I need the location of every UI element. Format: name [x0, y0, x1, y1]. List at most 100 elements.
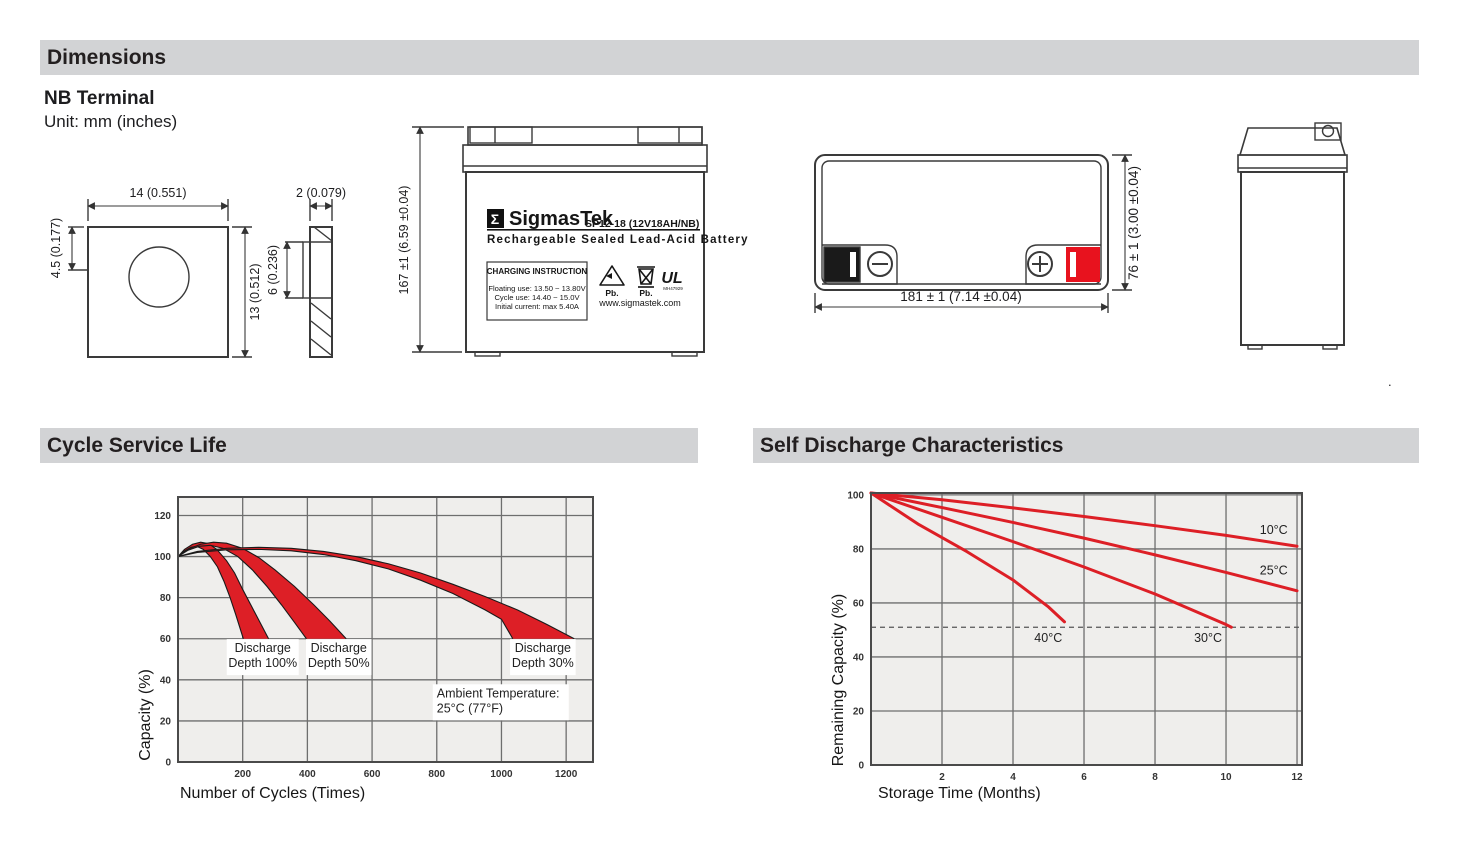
minus-symbol-icon: [867, 251, 893, 277]
line-label: 30°C: [1194, 631, 1222, 645]
x-tick-label: 400: [299, 769, 316, 780]
pb-recycle-label: Pb.: [605, 288, 618, 298]
y-tick-label: 100: [154, 552, 171, 563]
x-tick-label: 10: [1220, 772, 1232, 783]
annotation-text: Discharge: [311, 641, 367, 655]
dimension-drawings: Σ SigmasTek SP12-18 (12V18AH/NB) Recharg…: [49, 122, 1348, 358]
y-tick-label: 0: [165, 758, 171, 769]
charging-line-2: Cycle use: 14.40 ~ 15.0V: [494, 293, 580, 302]
x-tick-label: 800: [428, 769, 445, 780]
x-axis-title: Storage Time (Months): [878, 785, 1041, 802]
dim-top-width: 181 ± 1 (7.14 ±0.04): [900, 289, 1021, 304]
line-label: 10°C: [1260, 523, 1288, 537]
plot-border: [870, 492, 1303, 766]
battery-side-view: [1237, 122, 1348, 350]
terminal-side-view: [283, 199, 333, 358]
y-tick-label: 60: [853, 598, 865, 609]
dim-terminal-height: 13 (0.512): [248, 264, 262, 321]
annotation-text: Depth 100%: [228, 656, 297, 670]
y-axis-title: Capacity (%): [137, 669, 154, 761]
band-lower-edge: [177, 544, 307, 640]
self-discharge-chart: 0 20 40 60 80 100 2 4 6 8 10 12 10°C 25°C 40°C 30°C Stor…: [830, 490, 1303, 802]
annotation-text: 25°C (77°F): [437, 701, 503, 715]
stray-dot: .: [1388, 374, 1392, 389]
x-tick-label: 600: [364, 769, 381, 780]
annotation-text: Ambient Temperature:: [437, 686, 560, 700]
self-discharge-section-header: Self Discharge Characteristics: [753, 428, 1419, 463]
band-discharge-depth-50-: [178, 542, 347, 639]
series-30-c: [869, 491, 1233, 629]
annotation-text: Depth 30%: [512, 656, 574, 670]
pb-bin-label: Pb.: [639, 288, 652, 298]
terminal-hole: [128, 246, 190, 308]
dim-front-height: 167 ±1 (6.59 ±0.04): [397, 186, 411, 295]
annotation-bg: [510, 639, 576, 676]
y-tick-label: 120: [154, 511, 171, 522]
annotation-bg: [432, 684, 569, 721]
x-axis-title: Number of Cycles (Times): [180, 785, 365, 802]
dimension-labels: 14 (0.551) 13 (0.512) 4.5 (0.177) 2 (0.0…: [49, 166, 1141, 320]
y-tick-label: 0: [858, 761, 864, 772]
series-40-c: [869, 491, 1066, 624]
y-tick-label: 80: [160, 593, 172, 604]
y-tick-label: 20: [160, 716, 172, 727]
unit-note: Unit: mm (inches): [44, 112, 178, 131]
annotation-bg: [305, 639, 372, 676]
charging-title: CHARGING INSTRUCTION: [487, 267, 588, 276]
model-text: SP12-18 (12V18AH/NB): [585, 218, 699, 230]
battery-front-view: [412, 126, 708, 357]
line-label: 40°C: [1034, 631, 1062, 645]
x-tick-label: 8: [1152, 772, 1158, 783]
terminal-front-view: [68, 199, 252, 358]
band-upper-edge: [177, 541, 270, 639]
pb-recycle-icon: [599, 265, 625, 286]
y-tick-label: 20: [853, 706, 865, 717]
series-25-c: [869, 491, 1299, 593]
sigma-logo-icon: Σ: [491, 211, 499, 227]
band-discharge-depth-100-: [178, 542, 269, 639]
cycle-section-header: Cycle Service Life: [40, 428, 698, 463]
annotation-text: Depth 50%: [308, 656, 370, 670]
brand-text: SigmasTek: [509, 208, 614, 230]
dimensions-section-header: Dimensions: [40, 40, 1419, 75]
dim-terminal-thickness: 2 (0.079): [296, 186, 346, 200]
charging-line-3: Initial current: max 5.40A: [495, 302, 580, 311]
website-text: www.sigmastek.com: [598, 298, 681, 308]
y-tick-label: 40: [853, 652, 865, 663]
annotation-text: Discharge: [515, 641, 571, 655]
y-tick-label: 40: [160, 675, 172, 686]
dim-hole-offset: 4.5 (0.177): [49, 218, 63, 278]
self-discharge-title: Self Discharge Characteristics: [760, 434, 1064, 457]
dim-top-depth: 76 ± 1 (3.00 ±0.04): [1126, 166, 1141, 280]
ul-code: MH47929: [663, 286, 683, 291]
dimensions-title: Dimensions: [47, 46, 167, 69]
dim-terminal-width: 14 (0.551): [130, 186, 187, 200]
x-tick-label: 200: [234, 769, 251, 780]
y-tick-label: 80: [853, 544, 865, 555]
cycle-title: Cycle Service Life: [47, 434, 227, 457]
pb-bin-icon: [637, 266, 655, 288]
plot-border: [177, 496, 594, 763]
nb-terminal-subtitle: NB Terminal: [44, 88, 155, 109]
line-label: 25°C: [1260, 564, 1288, 578]
charging-line-1: Floating use: 13.50 ~ 13.80V: [488, 284, 586, 293]
battery-top-view: [814, 154, 1132, 313]
annotation-bg: [226, 639, 299, 676]
plus-symbol-icon: [1027, 251, 1053, 277]
y-axis-title: Remaining Capacity (%): [830, 594, 847, 767]
band-upper-edge: [177, 546, 575, 640]
cycle-service-life-chart: 0 20 40 60 80 100 120 200 400 600 800 1000 1200 Disch…: [137, 496, 594, 802]
x-tick-label: 6: [1081, 772, 1087, 783]
x-tick-label: 1000: [490, 769, 513, 780]
band-upper-edge: [177, 541, 347, 640]
band-lower-edge: [177, 548, 514, 640]
battery-label: Σ SigmasTek SP12-18 (12V18AH/NB) Recharg…: [486, 208, 749, 321]
y-tick-label: 100: [847, 490, 864, 501]
x-tick-label: 12: [1291, 772, 1303, 783]
label-subtitle: Rechargeable Sealed Lead-Acid Battery: [487, 234, 749, 246]
ul-icon: UL: [661, 270, 682, 287]
annotation-text: Discharge: [235, 641, 291, 655]
x-tick-label: 4: [1010, 772, 1016, 783]
x-tick-label: 1200: [555, 769, 578, 780]
